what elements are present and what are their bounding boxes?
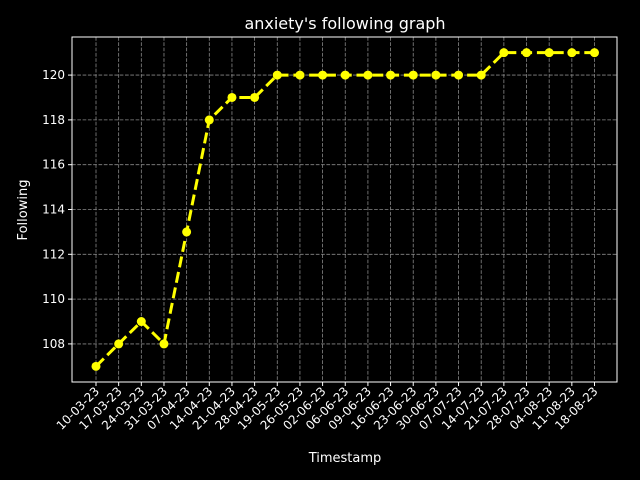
data-point <box>136 317 146 327</box>
data-point <box>227 92 237 102</box>
y-tick-label: 118 <box>42 113 65 127</box>
data-point <box>499 48 509 58</box>
data-point <box>363 70 373 80</box>
x-axis-label: Timestamp <box>308 451 382 466</box>
y-tick-label: 108 <box>42 337 65 351</box>
data-point <box>159 339 169 349</box>
y-tick-label: 112 <box>42 247 65 261</box>
series-line-layer <box>91 48 599 371</box>
chart-title: anxiety's following graph <box>244 14 445 33</box>
data-point <box>204 115 214 125</box>
data-point <box>590 48 599 58</box>
data-point <box>295 70 305 80</box>
data-point <box>476 70 486 80</box>
data-point <box>454 70 464 80</box>
grid-lines <box>72 37 617 382</box>
data-point <box>567 48 577 58</box>
data-point <box>386 70 396 80</box>
data-point <box>544 48 554 58</box>
data-point <box>522 48 532 58</box>
data-point <box>408 70 418 80</box>
y-tick-label: 120 <box>42 68 65 82</box>
y-tick-label: 110 <box>42 292 65 306</box>
data-point <box>114 339 124 349</box>
y-tick-label: 114 <box>42 203 65 217</box>
y-axis-label: Following <box>16 180 31 241</box>
data-point <box>431 70 441 80</box>
data-point <box>91 361 101 371</box>
data-point <box>250 92 260 102</box>
data-point <box>272 70 282 80</box>
y-tick-label: 116 <box>42 158 65 172</box>
data-point <box>340 70 350 80</box>
data-point <box>318 70 328 80</box>
data-point <box>182 227 192 237</box>
